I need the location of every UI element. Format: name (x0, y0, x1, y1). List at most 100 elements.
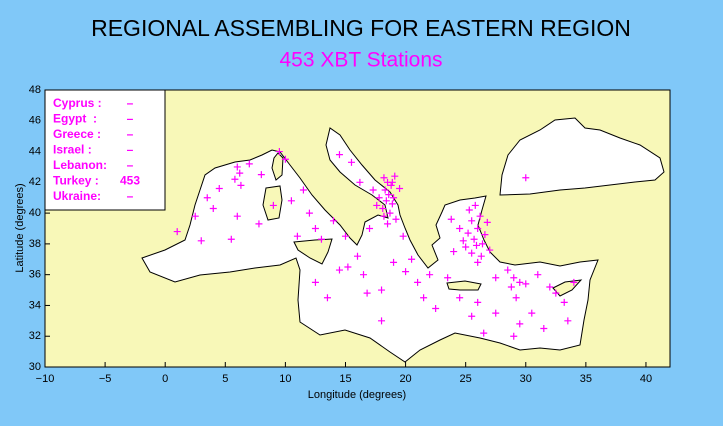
legend-label: Ukraine: (53, 189, 101, 203)
station (546, 283, 554, 291)
sardinia (262, 185, 283, 221)
legend: Cyprus : – Egypt : – Greece : – Israel : – Leban… (53, 96, 140, 203)
station (486, 246, 494, 254)
x-tick-label: 30 (520, 373, 532, 385)
x-tick-label: 15 (339, 373, 351, 385)
y-tick-label: 40 (29, 207, 41, 219)
sea (141, 117, 665, 363)
station (516, 320, 524, 328)
legend-value: – (127, 189, 134, 203)
station (470, 235, 478, 243)
station (465, 206, 473, 214)
station (479, 240, 486, 248)
station (293, 232, 301, 240)
station (347, 158, 355, 166)
station (474, 258, 482, 266)
station (512, 294, 520, 302)
x-tick-label: 5 (222, 373, 228, 385)
station (474, 225, 482, 232)
station (378, 286, 386, 294)
legend-label: Egypt : (53, 112, 97, 126)
x-tick-label: −5 (99, 373, 112, 385)
legend-label: Cyprus : (53, 96, 102, 110)
y-tick-label: 46 (29, 115, 41, 127)
station (363, 289, 371, 297)
station (379, 204, 387, 212)
station (399, 232, 407, 240)
black-sea (499, 117, 665, 196)
station (476, 212, 484, 220)
plot-frame (44, 89, 671, 368)
legend-value: – (127, 96, 134, 110)
station (281, 155, 289, 163)
station (507, 283, 515, 291)
station (564, 317, 572, 325)
station (173, 228, 181, 236)
station (255, 220, 263, 228)
station (450, 248, 458, 256)
station (311, 225, 319, 232)
x-tick-label: 20 (399, 373, 411, 385)
station (477, 252, 485, 260)
station (378, 317, 386, 325)
station (387, 181, 395, 189)
legend-label: Greece : (53, 127, 101, 141)
y-tick-label: 44 (29, 145, 41, 157)
axes: −10 −5 0 5 10 15 20 25 30 35 40 30 32 34 36 38 40 42 44 46 4… (29, 84, 652, 385)
station (354, 252, 361, 260)
station (516, 278, 524, 286)
station (191, 212, 199, 220)
y-tick-label: 34 (29, 299, 41, 311)
station (492, 274, 500, 282)
station (390, 258, 398, 266)
station (380, 212, 388, 220)
station (388, 200, 396, 208)
y-tick-label: 36 (29, 269, 41, 281)
y-tick-label: 38 (29, 238, 41, 250)
station (414, 278, 422, 286)
station (510, 332, 518, 340)
x-tick-label: 35 (580, 373, 592, 385)
station (388, 178, 396, 186)
station (335, 151, 343, 159)
corsica (271, 152, 284, 181)
station (444, 274, 452, 282)
station (468, 249, 476, 257)
station (360, 271, 368, 279)
legend-value: – (127, 127, 134, 141)
stations (173, 148, 578, 340)
station (468, 312, 476, 320)
station (299, 186, 307, 194)
station (504, 266, 512, 274)
station (570, 278, 578, 286)
y-tick-label: 48 (29, 84, 41, 96)
station (382, 197, 390, 205)
station (381, 186, 389, 194)
title: REGIONAL ASSEMBLING FOR EASTERN REGION (91, 15, 631, 41)
station (492, 309, 500, 317)
legend-label: Turkey : (53, 174, 99, 188)
station (471, 201, 479, 209)
station (420, 294, 428, 302)
station (447, 215, 455, 223)
sicily (293, 238, 333, 265)
station (231, 175, 239, 183)
station (317, 235, 325, 243)
station (385, 191, 393, 199)
station (369, 186, 377, 194)
station (373, 201, 381, 209)
station (456, 294, 464, 302)
station (474, 298, 482, 306)
station (257, 171, 265, 179)
station (275, 148, 283, 156)
station (534, 271, 542, 279)
x-axis-label: Longitude (degrees) (308, 389, 406, 401)
station (392, 215, 400, 223)
station (335, 266, 343, 274)
station (402, 268, 410, 276)
station (233, 163, 241, 171)
station (375, 194, 383, 202)
station (287, 197, 295, 205)
station (459, 237, 467, 245)
station (366, 225, 374, 232)
